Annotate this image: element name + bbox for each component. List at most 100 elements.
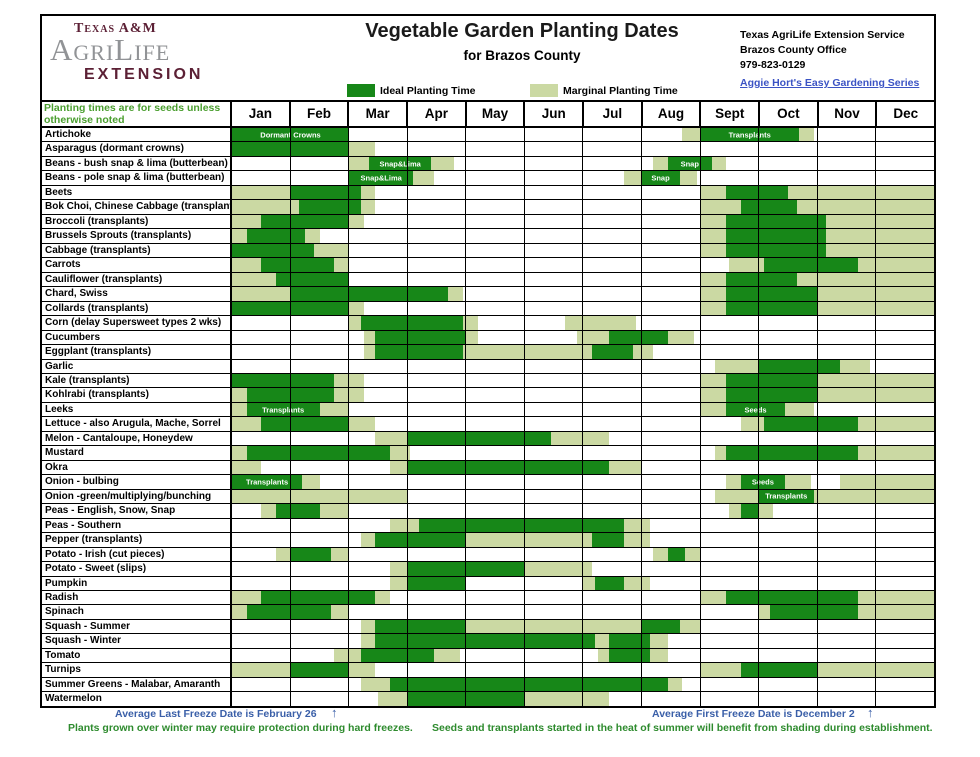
row-timeline (232, 417, 934, 431)
month-header-feb: Feb (288, 102, 348, 126)
row-timeline (232, 243, 934, 258)
ideal-segment (609, 648, 651, 663)
segment-label: Snap (651, 173, 670, 183)
table-row: Peas - Southern (42, 518, 934, 534)
ideal-segment (375, 634, 595, 648)
table-row: Bok Choi, Chinese Cabbage (transplants) (42, 200, 934, 215)
header: Texas A&M AgriLife EXTENSION Vegetable G… (42, 16, 934, 102)
row-timeline (232, 504, 934, 518)
ideal-segment (609, 634, 651, 648)
month-gridlines (232, 171, 934, 185)
month-header-mar: Mar (347, 102, 406, 126)
contact-phone: 979-823-0129 (740, 59, 806, 71)
table-row: Carrots (42, 258, 934, 273)
marginal-segment (389, 576, 408, 590)
corner-note: Planting times are for seeds unless othe… (42, 102, 232, 126)
segment-label: Snap&Lima (379, 159, 421, 169)
row-label: Cauliflower (transplants) (42, 272, 232, 287)
marginal-segment (700, 663, 741, 677)
marginal-segment (389, 460, 408, 475)
table-row: Pumpkin (42, 576, 934, 591)
ideal-segment (726, 243, 826, 258)
marginal-segment (232, 388, 247, 402)
segment-label: Transplants (728, 130, 771, 140)
marginal-segment (349, 663, 376, 677)
table-row: Squash - Winter (42, 634, 934, 649)
month-header-dec: Dec (875, 102, 934, 126)
row-timeline (232, 446, 934, 460)
marginal-segment (667, 330, 695, 345)
month-header-apr: Apr (406, 102, 465, 126)
ideal-segment (726, 301, 817, 316)
marginal-segment (466, 533, 592, 547)
marginal-segment (796, 272, 934, 287)
gardening-series-link[interactable]: Aggie Hort's Easy Gardening Series (740, 77, 920, 89)
row-timeline: Snap&Lima Snap (232, 171, 934, 185)
marginal-segment (817, 301, 934, 316)
ideal-segment (726, 446, 858, 460)
table-row: Artichoke Dormant Crowns Transplants (42, 128, 934, 143)
marginal-segment (714, 359, 759, 373)
marginal-segment (700, 402, 727, 417)
ideal-segment: Snap (641, 171, 680, 185)
table-row: Pepper (transplants) (42, 533, 934, 548)
marginal-segment (817, 663, 934, 677)
marginal-segment (389, 446, 411, 460)
month-header-jan: Jan (248, 106, 272, 121)
marginal-segment (466, 330, 478, 345)
row-label: Radish (42, 591, 232, 605)
table-row: Tomato (42, 648, 934, 664)
row-label: Peas - Southern (42, 518, 232, 533)
last-freeze-arrow-icon: ↑ (331, 705, 338, 720)
row-label: Beans - bush snap & lima (butterbean) (42, 156, 232, 171)
row-label: Mustard (42, 446, 232, 460)
marginal-segment (378, 692, 408, 706)
marginal-segment (653, 156, 668, 171)
ideal-segment (261, 591, 376, 605)
ideal-segment: Seeds (726, 402, 785, 417)
month-header-oct: Oct (758, 102, 817, 126)
marginal-segment (825, 214, 934, 229)
first-freeze-note: Average First Freeze Date is December 2 (652, 708, 855, 720)
marginal-segment (232, 214, 262, 229)
row-timeline (232, 663, 934, 677)
table-row: Beets (42, 185, 934, 201)
row-timeline: Transplants (232, 489, 934, 504)
ideal-segment (232, 301, 349, 316)
marginal-segment (577, 330, 610, 345)
marginal-segment (729, 504, 741, 518)
marginal-segment (232, 258, 262, 272)
marginal-segment (433, 648, 461, 663)
ideal-segment (389, 677, 668, 692)
ideal-segment (740, 200, 797, 214)
ideal-segment (290, 663, 349, 677)
table-row: Lettuce - also Arugula, Mache, Sorrel (42, 417, 934, 432)
ideal-segment: Snap&Lima (369, 156, 431, 171)
row-label: Cabbage (transplants) (42, 243, 232, 258)
segment-label: Seeds (744, 405, 767, 415)
row-timeline (232, 185, 934, 200)
marginal-segment (232, 272, 276, 287)
last-freeze-note: Average Last Freeze Date is February 26 (115, 708, 317, 720)
marginal-segment (463, 345, 592, 359)
ideal-segment (740, 663, 817, 677)
month-header-may: May (464, 102, 524, 126)
row-timeline: Transplants Seeds (232, 402, 934, 417)
ideal-segment: Snap&Lima (349, 171, 414, 185)
marginal-segment (685, 547, 700, 562)
ideal-segment (667, 547, 686, 562)
row-label: Bok Choi, Chinese Cabbage (transplants) (42, 200, 232, 214)
table-row: Kohlrabi (transplants) (42, 388, 934, 403)
row-timeline (232, 258, 934, 272)
row-timeline (232, 200, 934, 214)
ideal-segment (375, 619, 466, 634)
marginal-segment (700, 287, 727, 301)
ideal-segment (726, 287, 817, 301)
marginal-segment (466, 619, 642, 634)
table-row: Summer Greens - Malabar, Amaranth (42, 677, 934, 693)
row-label: Corn (delay Supersweet types 2 wks) (42, 316, 232, 330)
marginal-segment (305, 229, 320, 243)
marginal-segment (729, 258, 765, 272)
row-label: Garlic (42, 359, 232, 373)
